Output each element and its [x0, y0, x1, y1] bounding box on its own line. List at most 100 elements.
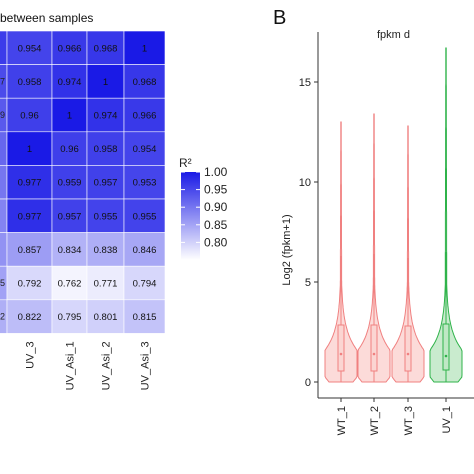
heatmap-cell-label: 0.792	[18, 279, 42, 290]
heatmap-cell	[51, 165, 88, 200]
heatmap-cell-label: 0.96	[60, 144, 79, 155]
heatmap-cell	[6, 64, 53, 99]
colorbar-tick-label: 0.90	[204, 200, 228, 214]
heatmap-cell	[6, 30, 53, 65]
y-tick-label: 15	[299, 77, 311, 89]
box	[370, 324, 378, 372]
heatmap-cell-label: 0.834	[58, 245, 82, 256]
heatmap-cell-label: 1	[67, 111, 72, 122]
heatmap-cell	[51, 64, 88, 99]
median-point	[339, 352, 343, 356]
heatmap-cell	[123, 299, 166, 334]
heatmap-cell	[51, 30, 88, 65]
colorbar-tick-label: 1.00	[204, 165, 228, 179]
box	[404, 325, 412, 372]
heatmap-cell	[86, 232, 125, 267]
heatmap-cell-label: 0.968	[94, 43, 118, 54]
heatmap-cell-label: 0.954	[18, 43, 42, 54]
heatmap-cell-label: 0.974	[94, 111, 118, 122]
heatmap-cell	[0, 30, 8, 65]
heatmap-cell	[123, 97, 166, 133]
heatmap-cell-label: 0.958	[18, 77, 42, 88]
heatmap-cell-label: 0.794	[133, 279, 157, 290]
violin-WT_1	[324, 121, 358, 383]
heatmap-cell	[51, 299, 88, 334]
heatmap-cell-label: 0.955	[94, 211, 118, 222]
heatmap-cell	[0, 131, 8, 166]
heatmap-cell	[51, 97, 88, 133]
heatmap-cell	[86, 64, 125, 99]
heatmap-cell	[123, 64, 166, 99]
heatmap-cell-label: 0.968	[133, 77, 157, 88]
heatmap-cell-label: 0.955	[133, 211, 157, 222]
heatmap-cell-label: 0.815	[133, 312, 157, 323]
heatmap-cell-label: 0.966	[133, 111, 157, 122]
heatmap-row-label: 5	[0, 278, 5, 288]
heatmap-cell	[0, 165, 8, 200]
heatmap-cell	[123, 165, 166, 200]
heatmap-title: between samples	[0, 11, 93, 25]
heatmap-column-label: UV_Asi_2	[101, 341, 113, 390]
violin-axes: 0 5 10 15 WT_1 WT_2 WT_3 UV_1	[299, 32, 474, 435]
heatmap-cell-label: 0.954	[133, 144, 157, 155]
violins	[324, 47, 463, 383]
colorbar	[181, 172, 200, 260]
heatmap-row-label: 7	[0, 76, 5, 86]
heatmap-row-labels: 7 9 5 2	[0, 76, 5, 321]
heatmap-cell	[6, 299, 53, 334]
colorbar-tick-label: 0.95	[204, 183, 228, 197]
median-point	[406, 352, 410, 356]
heatmap-cell	[123, 131, 166, 166]
heatmap-cell	[6, 131, 53, 166]
heatmap-cell-label: 0.801	[94, 312, 118, 323]
y-tick-label: 0	[305, 377, 311, 389]
violin-UV_1	[429, 47, 463, 383]
heatmap-column-label: UV_3	[25, 341, 37, 369]
heatmap-cell-label: 0.838	[94, 245, 118, 256]
x-tick-label: WT_3	[403, 406, 415, 435]
heatmap-cell-label: 0.957	[58, 211, 82, 222]
colorbar-ticks: 1.00 0.95 0.90 0.85 0.80	[181, 165, 228, 249]
heatmap-cell	[51, 198, 88, 233]
heatmap-cell	[0, 198, 8, 233]
heatmap-row-label: 2	[0, 312, 5, 322]
heatmap-cell	[86, 97, 125, 133]
heatmap-cell	[51, 232, 88, 267]
heatmap-cell-label: 0.795	[58, 312, 82, 323]
heatmap-cell-label: 0.771	[94, 279, 118, 290]
heatmap-column-label: UV_Asi_3	[140, 341, 152, 390]
heatmap-cell-label: 0.762	[58, 279, 82, 290]
violin-title: fpkm d	[377, 29, 410, 41]
heatmap-cell	[86, 131, 125, 166]
heatmap-cell-label: 0.966	[58, 43, 82, 54]
heatmap-cell-label: 0.953	[133, 178, 157, 189]
heatmap-row-label: 9	[0, 110, 5, 120]
heatmap-cell-label: 0.96	[20, 111, 39, 122]
colorbar-tick-label: 0.85	[204, 218, 228, 232]
heatmap-cell	[6, 198, 53, 233]
x-tick-label: UV_1	[441, 406, 453, 434]
heatmap-cell	[0, 232, 8, 267]
heatmap-cell-label: 0.846	[133, 245, 157, 256]
colorbar-title: R²	[179, 156, 192, 170]
x-tick-label: WT_2	[369, 406, 381, 435]
heatmap-cell-label: 0.857	[18, 245, 42, 256]
heatmap-cell	[51, 131, 88, 166]
y-tick-label: 10	[299, 177, 311, 189]
heatmap-cell	[51, 265, 88, 301]
violin-WT_2	[357, 113, 391, 383]
y-axis-label: Log2 (fpkm+1)	[281, 214, 293, 285]
heatmap-cell	[6, 165, 53, 200]
heatmap-cell	[86, 299, 125, 334]
heatmap-cell-label: 1	[27, 144, 32, 155]
box	[442, 323, 450, 371]
heatmap-cell-label: 0.977	[18, 211, 42, 222]
heatmap-cell-label: 0.957	[94, 178, 118, 189]
heatmap-cell-label: 0.974	[58, 77, 82, 88]
heatmap-cell	[86, 30, 125, 65]
heatmap-column-label: UV_Asi_1	[65, 341, 77, 390]
heatmap-cell	[86, 265, 125, 301]
colorbar-tick-label: 0.80	[204, 235, 228, 249]
box	[337, 324, 345, 372]
